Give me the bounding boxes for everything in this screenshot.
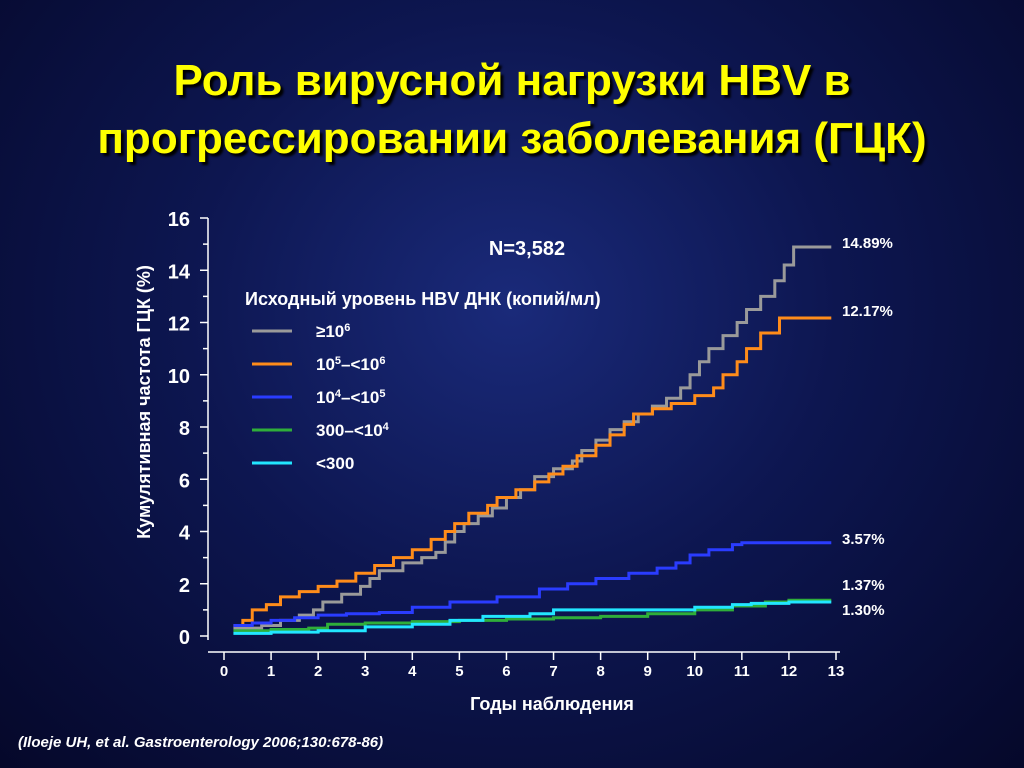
legend-entry: <300 bbox=[316, 454, 354, 473]
x-tick-label: 3 bbox=[361, 663, 369, 680]
x-axis-label: Годы наблюдения bbox=[470, 694, 634, 714]
y-tick-label: 16 bbox=[168, 209, 190, 231]
series-end-label: 14.89% bbox=[842, 235, 893, 252]
y-tick-label: 12 bbox=[168, 314, 190, 336]
y-tick-label: 10 bbox=[168, 366, 190, 388]
x-tick-label: 5 bbox=[455, 663, 463, 680]
legend-title: Исходный уровень HBV ДНК (копий/мл) bbox=[245, 289, 601, 309]
series-line-2 bbox=[233, 541, 832, 628]
x-tick-label: 12 bbox=[781, 663, 798, 680]
series-end-label: 1.37% bbox=[842, 577, 885, 594]
chart-series bbox=[233, 245, 832, 635]
title-line-2: прогрессировании заболевания (ГЦК) bbox=[97, 114, 927, 163]
y-tick-label: 4 bbox=[179, 523, 191, 545]
legend-entry: ≥106 bbox=[316, 322, 350, 341]
citation: (Iloeje UH, et al. Gastroenterology 2006… bbox=[18, 734, 384, 751]
x-tick-label: 11 bbox=[734, 663, 750, 680]
chart-legend: ≥106 105–<106 104–<105 300–<104 <300 bbox=[252, 322, 390, 473]
x-tick-label: 10 bbox=[686, 663, 703, 680]
series-end-label: 12.17% bbox=[842, 303, 893, 320]
x-tick-label: 13 bbox=[828, 663, 845, 680]
x-tick-label: 9 bbox=[644, 663, 652, 680]
x-tick-label: 2 bbox=[314, 663, 322, 680]
x-tick-label: 6 bbox=[502, 663, 510, 680]
sample-size-annotation: N=3,582 bbox=[489, 238, 565, 260]
y-tick-label: 0 bbox=[179, 627, 190, 649]
title-line-1: Роль вирусной нагрузки HBV в bbox=[173, 56, 851, 105]
slide-title: Роль вирусной нагрузки HBV в прогрессиро… bbox=[0, 52, 1024, 168]
y-tick-label: 6 bbox=[179, 470, 190, 492]
legend-entry: 300–<104 bbox=[316, 421, 390, 440]
series-line-1 bbox=[233, 316, 832, 628]
series-line-0 bbox=[233, 245, 832, 630]
x-tick-label: 7 bbox=[549, 663, 557, 680]
series-end-label: 3.57% bbox=[842, 531, 885, 548]
series-line-4 bbox=[233, 600, 832, 635]
y-tick-label: 14 bbox=[168, 261, 191, 283]
chart-labels: 14.89% 12.17% 3.57% 1.37% 1.30% bbox=[842, 235, 893, 619]
legend-entry: 104–<105 bbox=[316, 388, 385, 407]
x-tick-label: 0 bbox=[220, 663, 228, 680]
x-tick-label: 4 bbox=[408, 663, 417, 680]
y-axis-label: Кумулятивная частота ГЦК (%) bbox=[134, 265, 154, 539]
series-end-label: 1.30% bbox=[842, 602, 885, 619]
y-tick-label: 2 bbox=[179, 575, 190, 597]
legend-entry: 105–<106 bbox=[316, 355, 385, 374]
x-tick-label: 8 bbox=[596, 663, 604, 680]
y-tick-label: 8 bbox=[179, 418, 190, 440]
x-tick-label: 1 bbox=[267, 663, 275, 680]
